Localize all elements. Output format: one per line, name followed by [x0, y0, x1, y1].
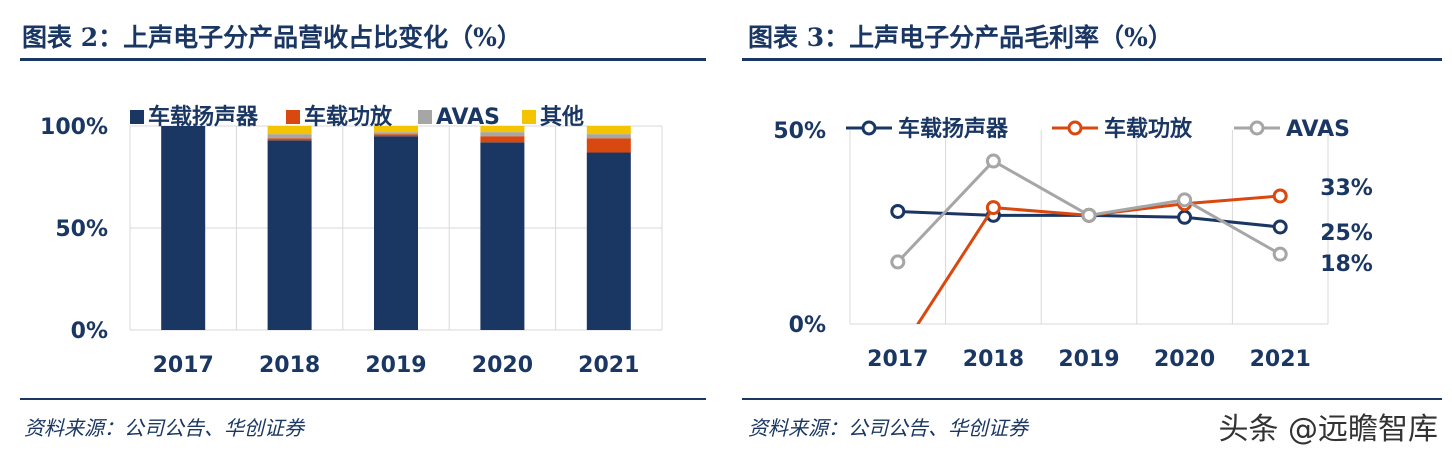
bar-segment — [267, 140, 312, 330]
bar-segment — [374, 134, 418, 137]
x-tick-label: 2017 — [153, 353, 214, 378]
y-tick-label: 100% — [40, 115, 108, 140]
data-point — [890, 203, 906, 219]
legend-label: 车载功放 — [1104, 116, 1193, 142]
right-figure: 图表 3：上声电子分产品毛利率（%） 0% 50% 2017 2018 2019 2020… — [740, 0, 1452, 458]
data-point — [1272, 246, 1288, 262]
end-value-label: 33% — [1320, 176, 1373, 201]
x-tick-label: 2017 — [867, 347, 928, 372]
x-tick-label: 2018 — [963, 347, 1024, 372]
bar-segment — [480, 132, 525, 137]
bar-segment — [480, 126, 525, 133]
bar-segment — [586, 134, 631, 139]
legend-swatch — [522, 110, 536, 124]
data-point — [1081, 207, 1097, 223]
legend-marker — [1067, 120, 1083, 136]
bar-segment — [586, 126, 631, 135]
stacked-bar-chart: 0% 50% 100% 2017 2018 2019 2020 2021 车载扬声器 车载功放 AV… — [40, 104, 663, 378]
legend-marker — [861, 120, 877, 136]
left-source-note: 资料来源：公司公告、华创证券 — [24, 416, 304, 440]
line-chart: 0% 50% 2017 2018 2019 2020 2021 25% 33% 18% 车载扬声器 车… — [773, 116, 1373, 372]
y-tick-label: 0% — [789, 313, 826, 338]
x-tick-label: 2019 — [365, 353, 426, 378]
data-point — [1177, 209, 1193, 225]
x-tick-label: 2019 — [1058, 347, 1119, 372]
bar-segment — [267, 126, 312, 135]
bar-segment — [161, 126, 206, 330]
end-value-label: 18% — [1320, 252, 1373, 277]
legend-label: AVAS — [1286, 117, 1350, 142]
x-tick-label: 2020 — [472, 353, 533, 378]
legend-label: 车载扬声器 — [898, 116, 1009, 142]
data-point — [985, 200, 1001, 216]
left-figure-title: 图表 2：上声电子分产品营收占比变化（%） — [22, 23, 522, 52]
watermark-text: 头条 @远瞻智库 — [1218, 412, 1438, 447]
data-point — [1177, 192, 1193, 208]
x-tick-label: 2020 — [1154, 347, 1215, 372]
bar-segment — [374, 126, 418, 133]
right-bottom-rule — [742, 398, 1442, 400]
bar-segment — [586, 138, 631, 153]
right-source-note: 资料来源：公司公告、华创证券 — [748, 416, 1028, 440]
y-tick-label: 50% — [773, 119, 826, 144]
legend-label: AVAS — [436, 105, 500, 130]
legend-swatch — [130, 110, 144, 124]
legend-label: 其他 — [540, 105, 584, 130]
bar-segment — [480, 136, 525, 143]
legend-swatch — [286, 110, 300, 124]
data-point — [1272, 219, 1288, 235]
legend-label: 车载扬声器 — [148, 104, 259, 130]
bar-segment — [374, 136, 418, 330]
y-tick-label: 50% — [55, 217, 108, 242]
data-point — [1272, 188, 1288, 204]
x-tick-label: 2021 — [1250, 347, 1311, 372]
left-figure: 图表 2：上声电子分产品营收占比变化（%） 0% 50% 100% 2017 2018 2… — [0, 0, 706, 458]
bar-segment — [480, 142, 525, 330]
bar-segment — [374, 132, 418, 135]
y-tick-label: 0% — [71, 319, 108, 344]
right-title-rule — [742, 58, 1442, 61]
bar-segment — [267, 134, 312, 139]
bar-segment — [267, 138, 312, 141]
x-tick-label: 2018 — [259, 353, 320, 378]
legend-label: 车载功放 — [304, 104, 393, 130]
left-title-rule — [20, 58, 706, 61]
legend-marker — [1249, 120, 1265, 136]
legend-swatch — [418, 110, 432, 124]
right-figure-title: 图表 3：上声电子分产品毛利率（%） — [748, 23, 1173, 52]
end-value-label: 25% — [1320, 221, 1373, 246]
bar-segment — [586, 152, 631, 330]
data-point — [890, 254, 906, 270]
data-point — [985, 153, 1001, 169]
x-tick-label: 2021 — [578, 353, 639, 378]
left-bottom-rule — [20, 398, 706, 400]
